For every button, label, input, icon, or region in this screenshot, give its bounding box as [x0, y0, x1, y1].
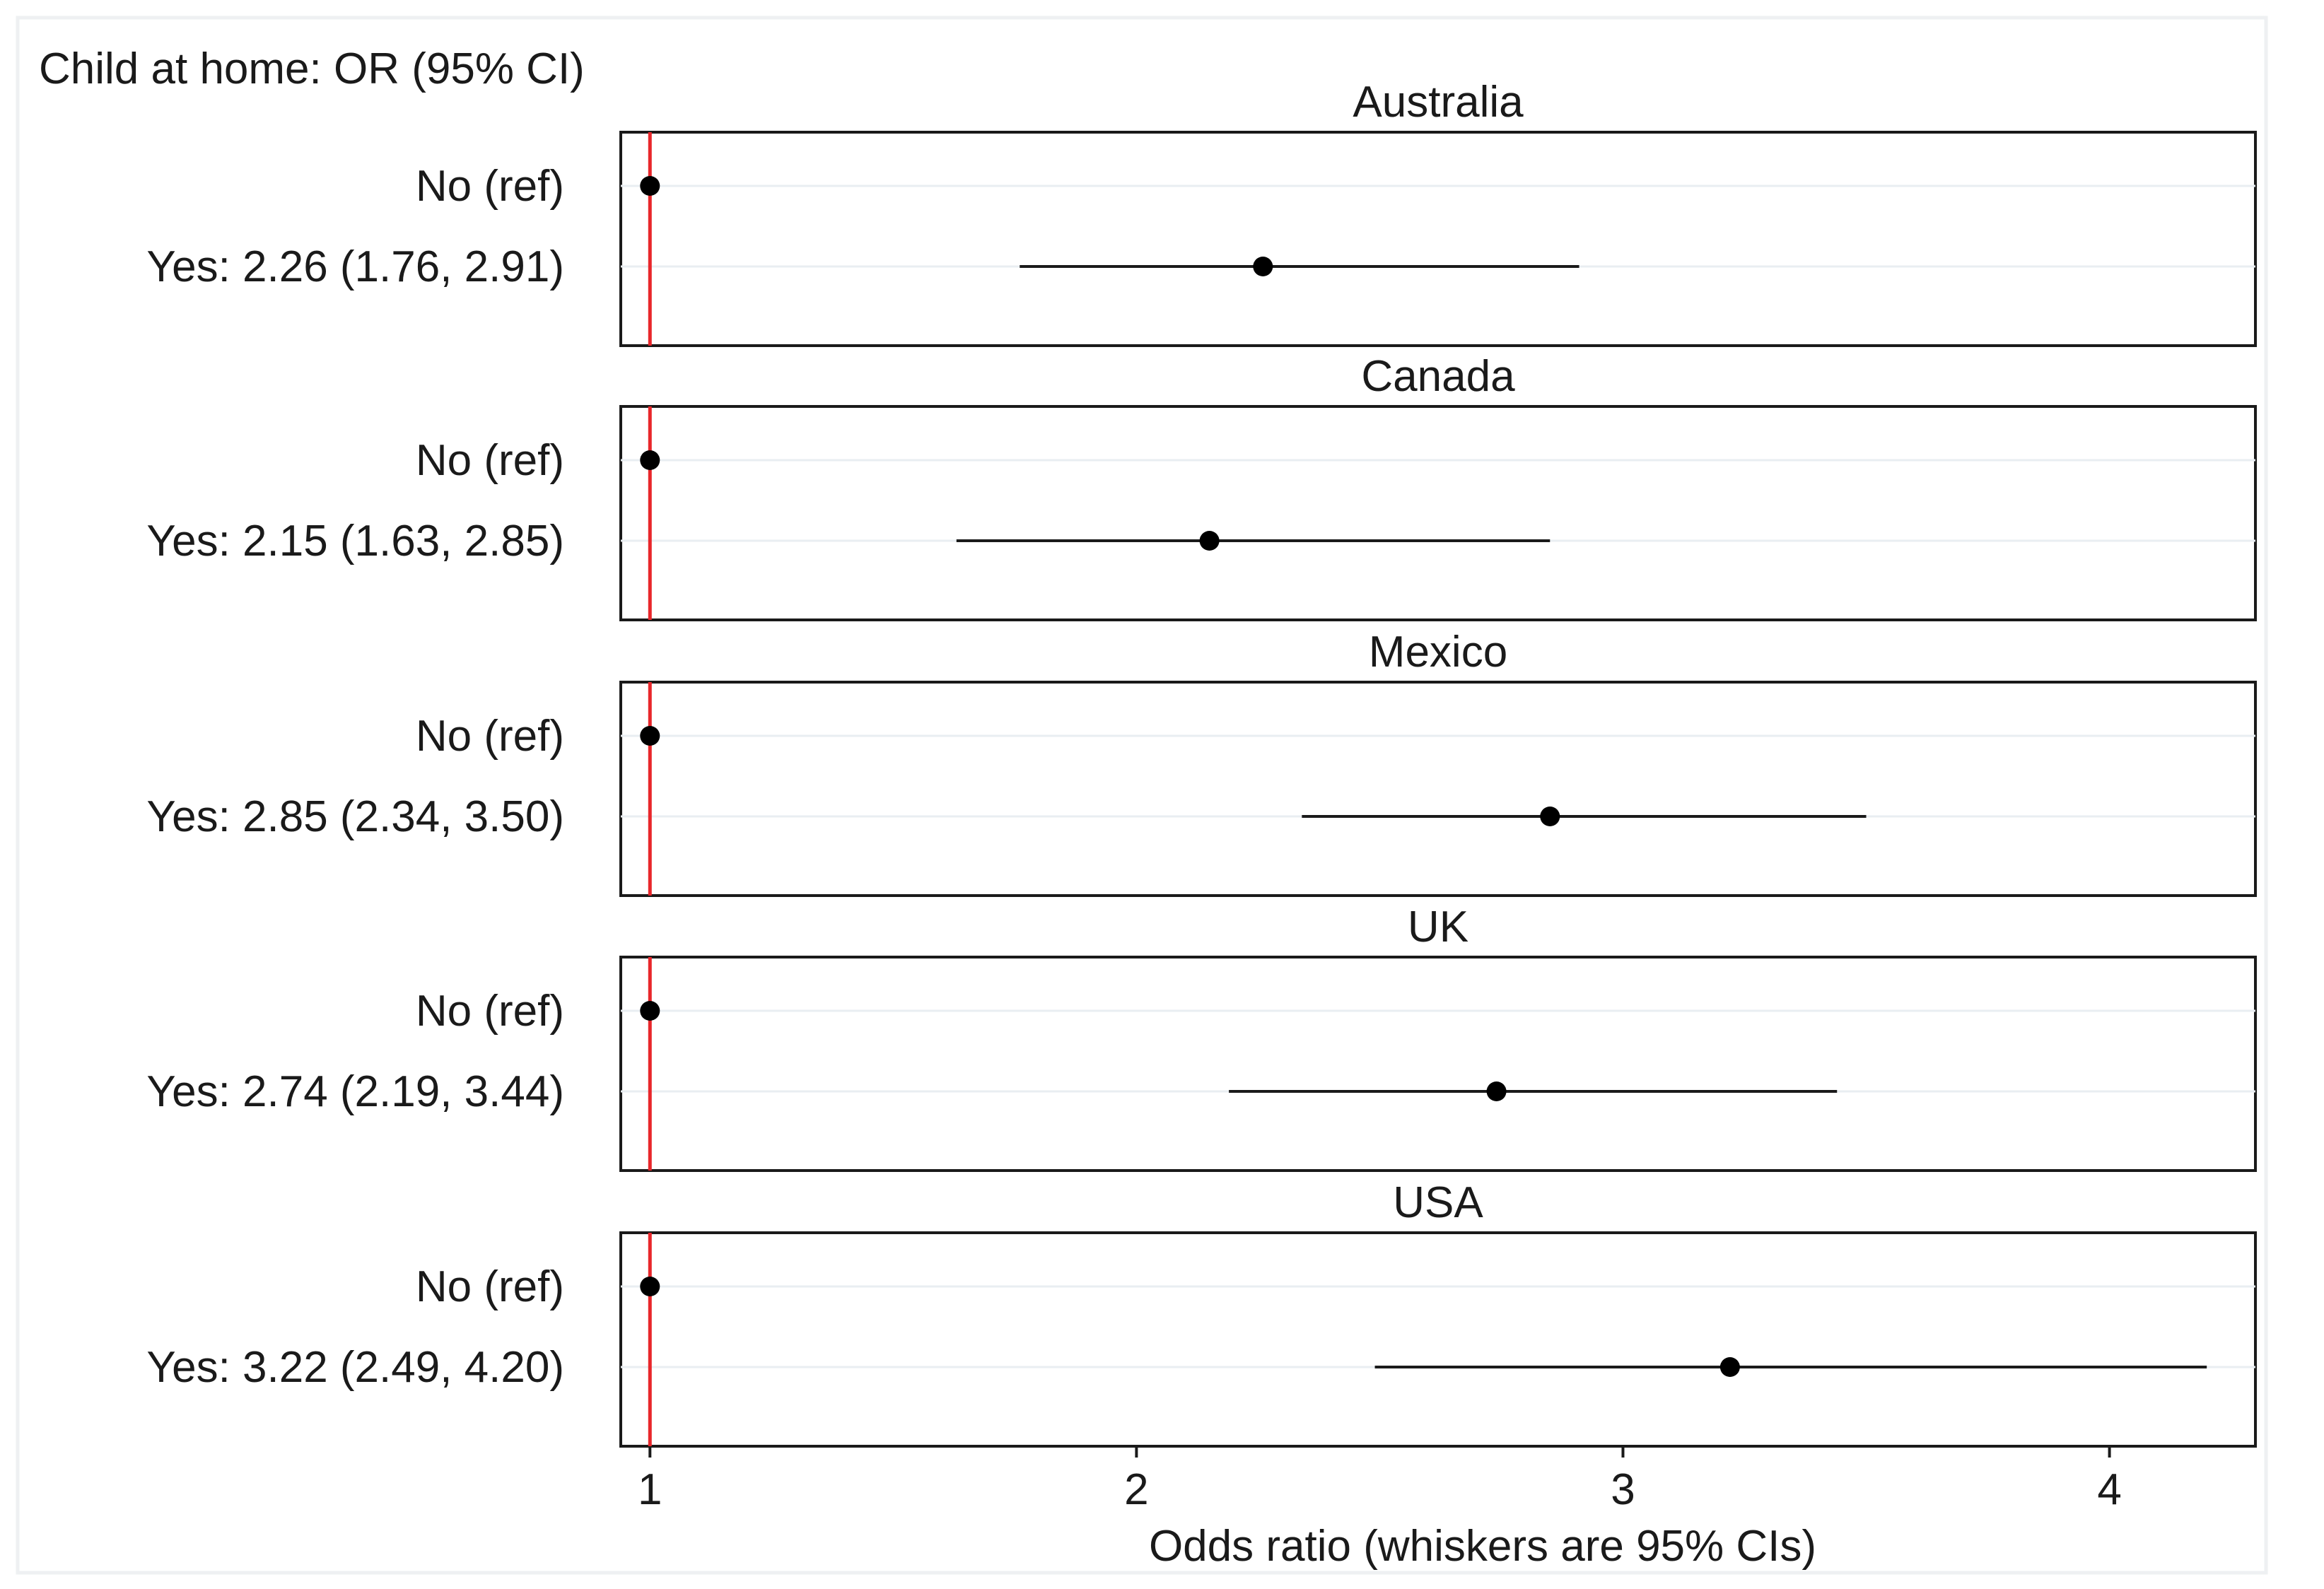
odds-ratio-point	[1486, 1081, 1507, 1101]
row-label: Yes: 2.85 (2.34, 3.50)	[146, 792, 564, 841]
row-label: Yes: 2.26 (1.76, 2.91)	[146, 242, 564, 291]
odds-ratio-point	[1253, 257, 1273, 276]
panel-uk: UK No (ref) Yes: 2.74 (2.19, 3.44)	[146, 903, 2257, 1172]
x-tick-label: 3	[1611, 1465, 1635, 1514]
panel-title: USA	[1393, 1178, 1483, 1227]
odds-ratio-point	[640, 1277, 660, 1296]
panel-australia: Australia No (ref) Yes: 2.26 (1.76, 2.91)	[146, 78, 2257, 347]
panel-title: Australia	[1353, 78, 1524, 127]
panel-title: Canada	[1361, 352, 1515, 401]
odds-ratio-point	[640, 176, 660, 196]
x-axis: 1 2 3 4	[638, 1446, 2122, 1514]
panel-frame	[619, 956, 2257, 1172]
panel-frame	[619, 681, 2257, 897]
row-label: No (ref)	[416, 436, 564, 485]
row-label: No (ref)	[416, 987, 564, 1036]
panel-frame	[619, 1231, 2257, 1448]
row-label: No (ref)	[416, 1262, 564, 1311]
panel-canada: Canada No (ref) Yes: 2.15 (1.63, 2.85)	[146, 352, 2257, 621]
panel-title: UK	[1408, 903, 1468, 951]
odds-ratio-point	[1540, 807, 1560, 826]
odds-ratio-point	[640, 1001, 660, 1021]
x-axis-label: Odds ratio (whiskers are 95% CIs)	[1149, 1522, 1816, 1571]
row-label: Yes: 2.74 (2.19, 3.44)	[146, 1067, 564, 1116]
x-tick-label: 4	[2097, 1465, 2121, 1514]
panel-frame	[619, 405, 2257, 621]
chart-header: Child at home: OR (95% CI)	[39, 45, 585, 93]
row-label: Yes: 2.15 (1.63, 2.85)	[146, 517, 564, 565]
row-label: No (ref)	[416, 712, 564, 761]
panel-title: Mexico	[1369, 628, 1507, 676]
row-label: Yes: 3.22 (2.49, 4.20)	[146, 1343, 564, 1392]
panel-frame	[619, 131, 2257, 347]
odds-ratio-point	[1719, 1357, 1740, 1377]
x-tick-label: 1	[638, 1465, 662, 1514]
odds-ratio-point	[640, 450, 660, 470]
row-label: No (ref)	[416, 162, 564, 211]
odds-ratio-point	[1199, 531, 1220, 551]
panels: Australia No (ref) Yes: 2.26 (1.76, 2.91) C…	[146, 78, 2257, 1448]
panel-mexico: Mexico No (ref) Yes: 2.85 (2.34, 3.50)	[146, 628, 2257, 897]
odds-ratio-point	[640, 726, 660, 746]
x-tick-label: 2	[1124, 1465, 1148, 1514]
panel-usa: USA No (ref) Yes: 3.22 (2.49, 4.20)	[146, 1178, 2257, 1448]
